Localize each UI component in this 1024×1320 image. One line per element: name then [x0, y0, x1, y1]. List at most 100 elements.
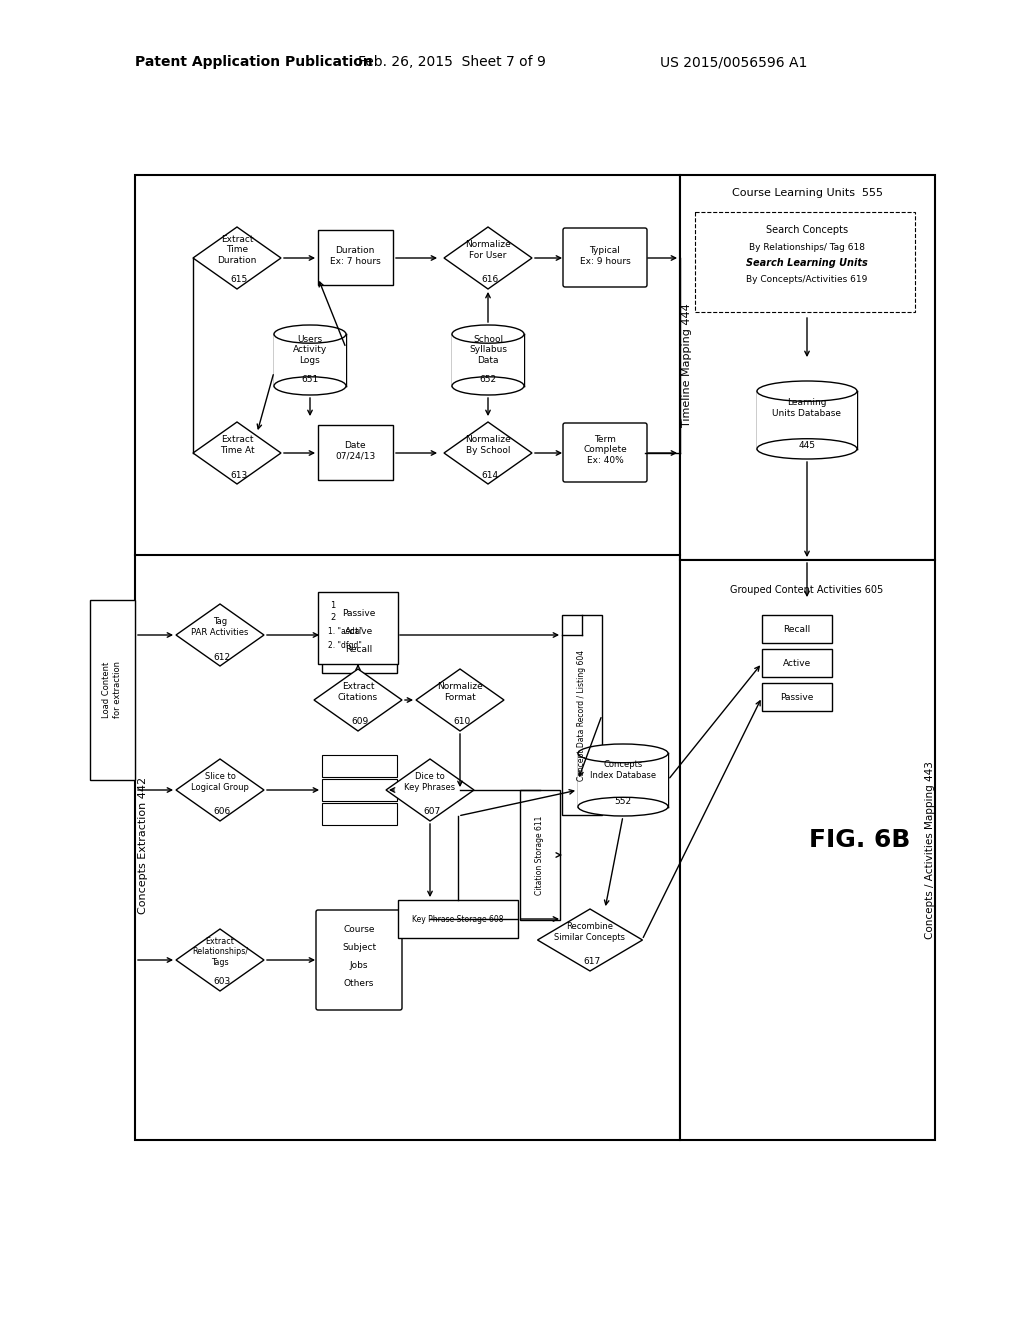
Text: 617: 617	[584, 957, 601, 966]
Text: Concept Data Record / Listing 604: Concept Data Record / Listing 604	[578, 649, 587, 780]
Text: Tag
PAR Activities: Tag PAR Activities	[191, 618, 249, 636]
Bar	[318, 230, 393, 285]
Text: 1. "asda": 1. "asda"	[328, 627, 362, 636]
Ellipse shape	[452, 376, 524, 395]
Text: Normalize
For User: Normalize For User	[465, 240, 511, 260]
Text: 614: 614	[481, 470, 499, 479]
Text: Course Learning Units  555: Course Learning Units 555	[731, 187, 883, 198]
Text: 607: 607	[423, 808, 440, 817]
Text: Subject: Subject	[342, 942, 376, 952]
Polygon shape	[176, 759, 264, 821]
FancyBboxPatch shape	[563, 228, 647, 286]
Text: Patent Application Publication: Patent Application Publication	[135, 55, 373, 69]
Ellipse shape	[578, 744, 668, 763]
Text: Date
07/24/13: Date 07/24/13	[335, 441, 375, 461]
Polygon shape	[314, 669, 402, 731]
FancyBboxPatch shape	[563, 422, 647, 482]
Text: 603: 603	[213, 978, 230, 986]
Text: Load Content
for extraction: Load Content for extraction	[102, 661, 122, 718]
Bar	[322, 755, 397, 777]
Text: Passive: Passive	[342, 609, 376, 618]
Bar	[757, 391, 857, 449]
Text: 615: 615	[230, 276, 248, 285]
Text: 445: 445	[799, 441, 815, 450]
Text: 613: 613	[230, 470, 248, 479]
Bar	[762, 649, 831, 677]
Bar	[680, 560, 935, 1140]
Text: 651: 651	[301, 375, 318, 384]
Text: Normalize
By School: Normalize By School	[465, 436, 511, 454]
Polygon shape	[538, 909, 642, 972]
Bar	[762, 682, 831, 711]
Ellipse shape	[578, 797, 668, 816]
Polygon shape	[176, 605, 264, 667]
Text: Extract
Relationships/
Tags: Extract Relationships/ Tags	[191, 937, 248, 966]
Polygon shape	[193, 422, 281, 484]
Text: Extract
Time At: Extract Time At	[220, 436, 254, 454]
Text: Recombine
Similar Concepts: Recombine Similar Concepts	[555, 923, 626, 941]
Bar	[322, 803, 397, 825]
Bar	[322, 779, 397, 801]
Text: 606: 606	[213, 808, 230, 817]
Bar	[762, 615, 831, 643]
Text: Search Concepts: Search Concepts	[766, 224, 848, 235]
Text: Recall: Recall	[783, 624, 811, 634]
Text: US 2015/0056596 A1: US 2015/0056596 A1	[660, 55, 807, 69]
Bar	[318, 591, 398, 664]
Text: Recall: Recall	[345, 644, 373, 653]
Polygon shape	[444, 422, 532, 484]
Text: Active: Active	[783, 659, 811, 668]
Text: Course: Course	[343, 925, 375, 935]
Text: Users
Activity
Logs: Users Activity Logs	[293, 335, 327, 364]
Text: Jobs: Jobs	[350, 961, 369, 969]
Bar	[452, 334, 524, 385]
Text: By Concepts/Activities 619: By Concepts/Activities 619	[746, 276, 867, 285]
Text: 2. "dfgd": 2. "dfgd"	[328, 640, 361, 649]
Text: 2: 2	[330, 614, 335, 623]
Text: Concepts
Index Database: Concepts Index Database	[590, 760, 656, 780]
Polygon shape	[416, 669, 504, 731]
Text: Citation Storage 611: Citation Storage 611	[536, 816, 545, 895]
Text: Extract
Citations: Extract Citations	[338, 682, 378, 702]
Text: Active: Active	[345, 627, 373, 635]
Text: Typical
Ex: 9 hours: Typical Ex: 9 hours	[580, 247, 631, 265]
Text: 609: 609	[351, 718, 369, 726]
Ellipse shape	[757, 438, 857, 459]
Polygon shape	[176, 929, 264, 991]
Text: Search Learning Units: Search Learning Units	[746, 257, 868, 268]
Bar	[135, 176, 680, 1140]
Text: 652: 652	[479, 375, 497, 384]
Text: 552: 552	[614, 797, 632, 807]
Text: Term
Complete
Ex: 40%: Term Complete Ex: 40%	[583, 436, 627, 465]
Text: School
Syllabus
Data: School Syllabus Data	[469, 335, 507, 364]
Polygon shape	[444, 227, 532, 289]
Text: Passive: Passive	[780, 693, 814, 701]
Bar	[274, 334, 346, 385]
Text: Grouped Content Activities 605: Grouped Content Activities 605	[730, 585, 884, 595]
Text: Concepts / Activities Mapping 443: Concepts / Activities Mapping 443	[925, 762, 935, 939]
Bar	[562, 615, 602, 814]
Text: 1: 1	[330, 601, 335, 610]
Text: Slice to
Logical Group: Slice to Logical Group	[191, 772, 249, 792]
Text: Normalize
Format: Normalize Format	[437, 682, 483, 702]
Ellipse shape	[452, 325, 524, 343]
Bar	[398, 900, 518, 939]
Text: Extract
Time
Duration: Extract Time Duration	[217, 235, 257, 265]
Text: Key Phrase Storage 608: Key Phrase Storage 608	[413, 915, 504, 924]
Polygon shape	[386, 759, 474, 821]
Text: Duration
Ex: 7 hours: Duration Ex: 7 hours	[330, 247, 380, 265]
Bar	[90, 601, 135, 780]
Bar	[318, 425, 393, 480]
Text: 616: 616	[481, 276, 499, 285]
Text: Concepts Extraction 442: Concepts Extraction 442	[138, 776, 148, 913]
Ellipse shape	[274, 376, 346, 395]
Ellipse shape	[757, 381, 857, 401]
Text: By Relationships/ Tag 618: By Relationships/ Tag 618	[749, 243, 865, 252]
Text: Others: Others	[344, 978, 374, 987]
Polygon shape	[193, 227, 281, 289]
Bar	[695, 213, 915, 312]
Text: Learning
Units Database: Learning Units Database	[772, 399, 842, 417]
Text: Dice to
Key Phrases: Dice to Key Phrases	[404, 772, 456, 792]
Bar	[322, 597, 397, 673]
FancyBboxPatch shape	[316, 909, 402, 1010]
